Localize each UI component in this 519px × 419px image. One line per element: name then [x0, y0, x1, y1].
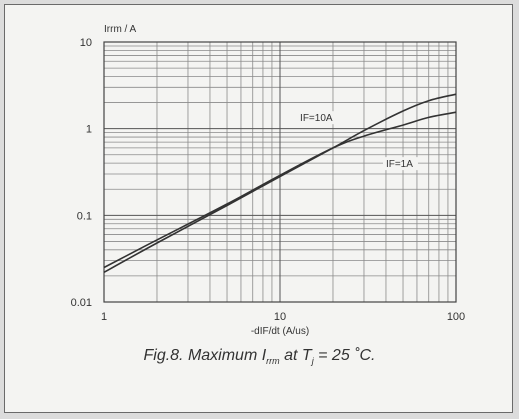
caption-sub-rrm: rrm	[266, 356, 280, 367]
caption-sub-j: j	[311, 356, 314, 367]
series-line-1	[103, 111, 457, 269]
x-tick-label: 100	[447, 311, 465, 323]
y-tick-label: 0.1	[77, 210, 92, 222]
y-tick-label: 10	[80, 37, 92, 49]
series-layer: IF=10A IF=1A	[103, 93, 457, 273]
y-tick-label: 0.01	[71, 297, 92, 309]
x-axis-label: -dIF/dt (A/us)	[251, 326, 309, 337]
caption-mid: at T	[279, 347, 312, 364]
figure-caption: Fig.8. Maximum Irrm at Tj = 25 ˚C.	[0, 347, 519, 366]
series-label-bg	[382, 157, 418, 171]
x-tick-label: 10	[274, 311, 286, 323]
series-label: IF=10A	[300, 113, 333, 124]
series-label: IF=1A	[386, 159, 413, 170]
x-tick-label: 1	[101, 311, 107, 323]
y-axis-label: Irrm / A	[104, 24, 137, 35]
y-tick-label: 1	[86, 124, 92, 136]
series-label-bg	[297, 111, 338, 125]
tick-labels: 1 10 100 0.01 0.1 1 10	[71, 37, 466, 323]
caption-prefix: Fig.8. Maximum I	[143, 347, 267, 364]
figure-frame	[4, 4, 513, 413]
plot-border	[103, 41, 457, 303]
caption-suffix: = 25 ˚C.	[313, 347, 376, 364]
